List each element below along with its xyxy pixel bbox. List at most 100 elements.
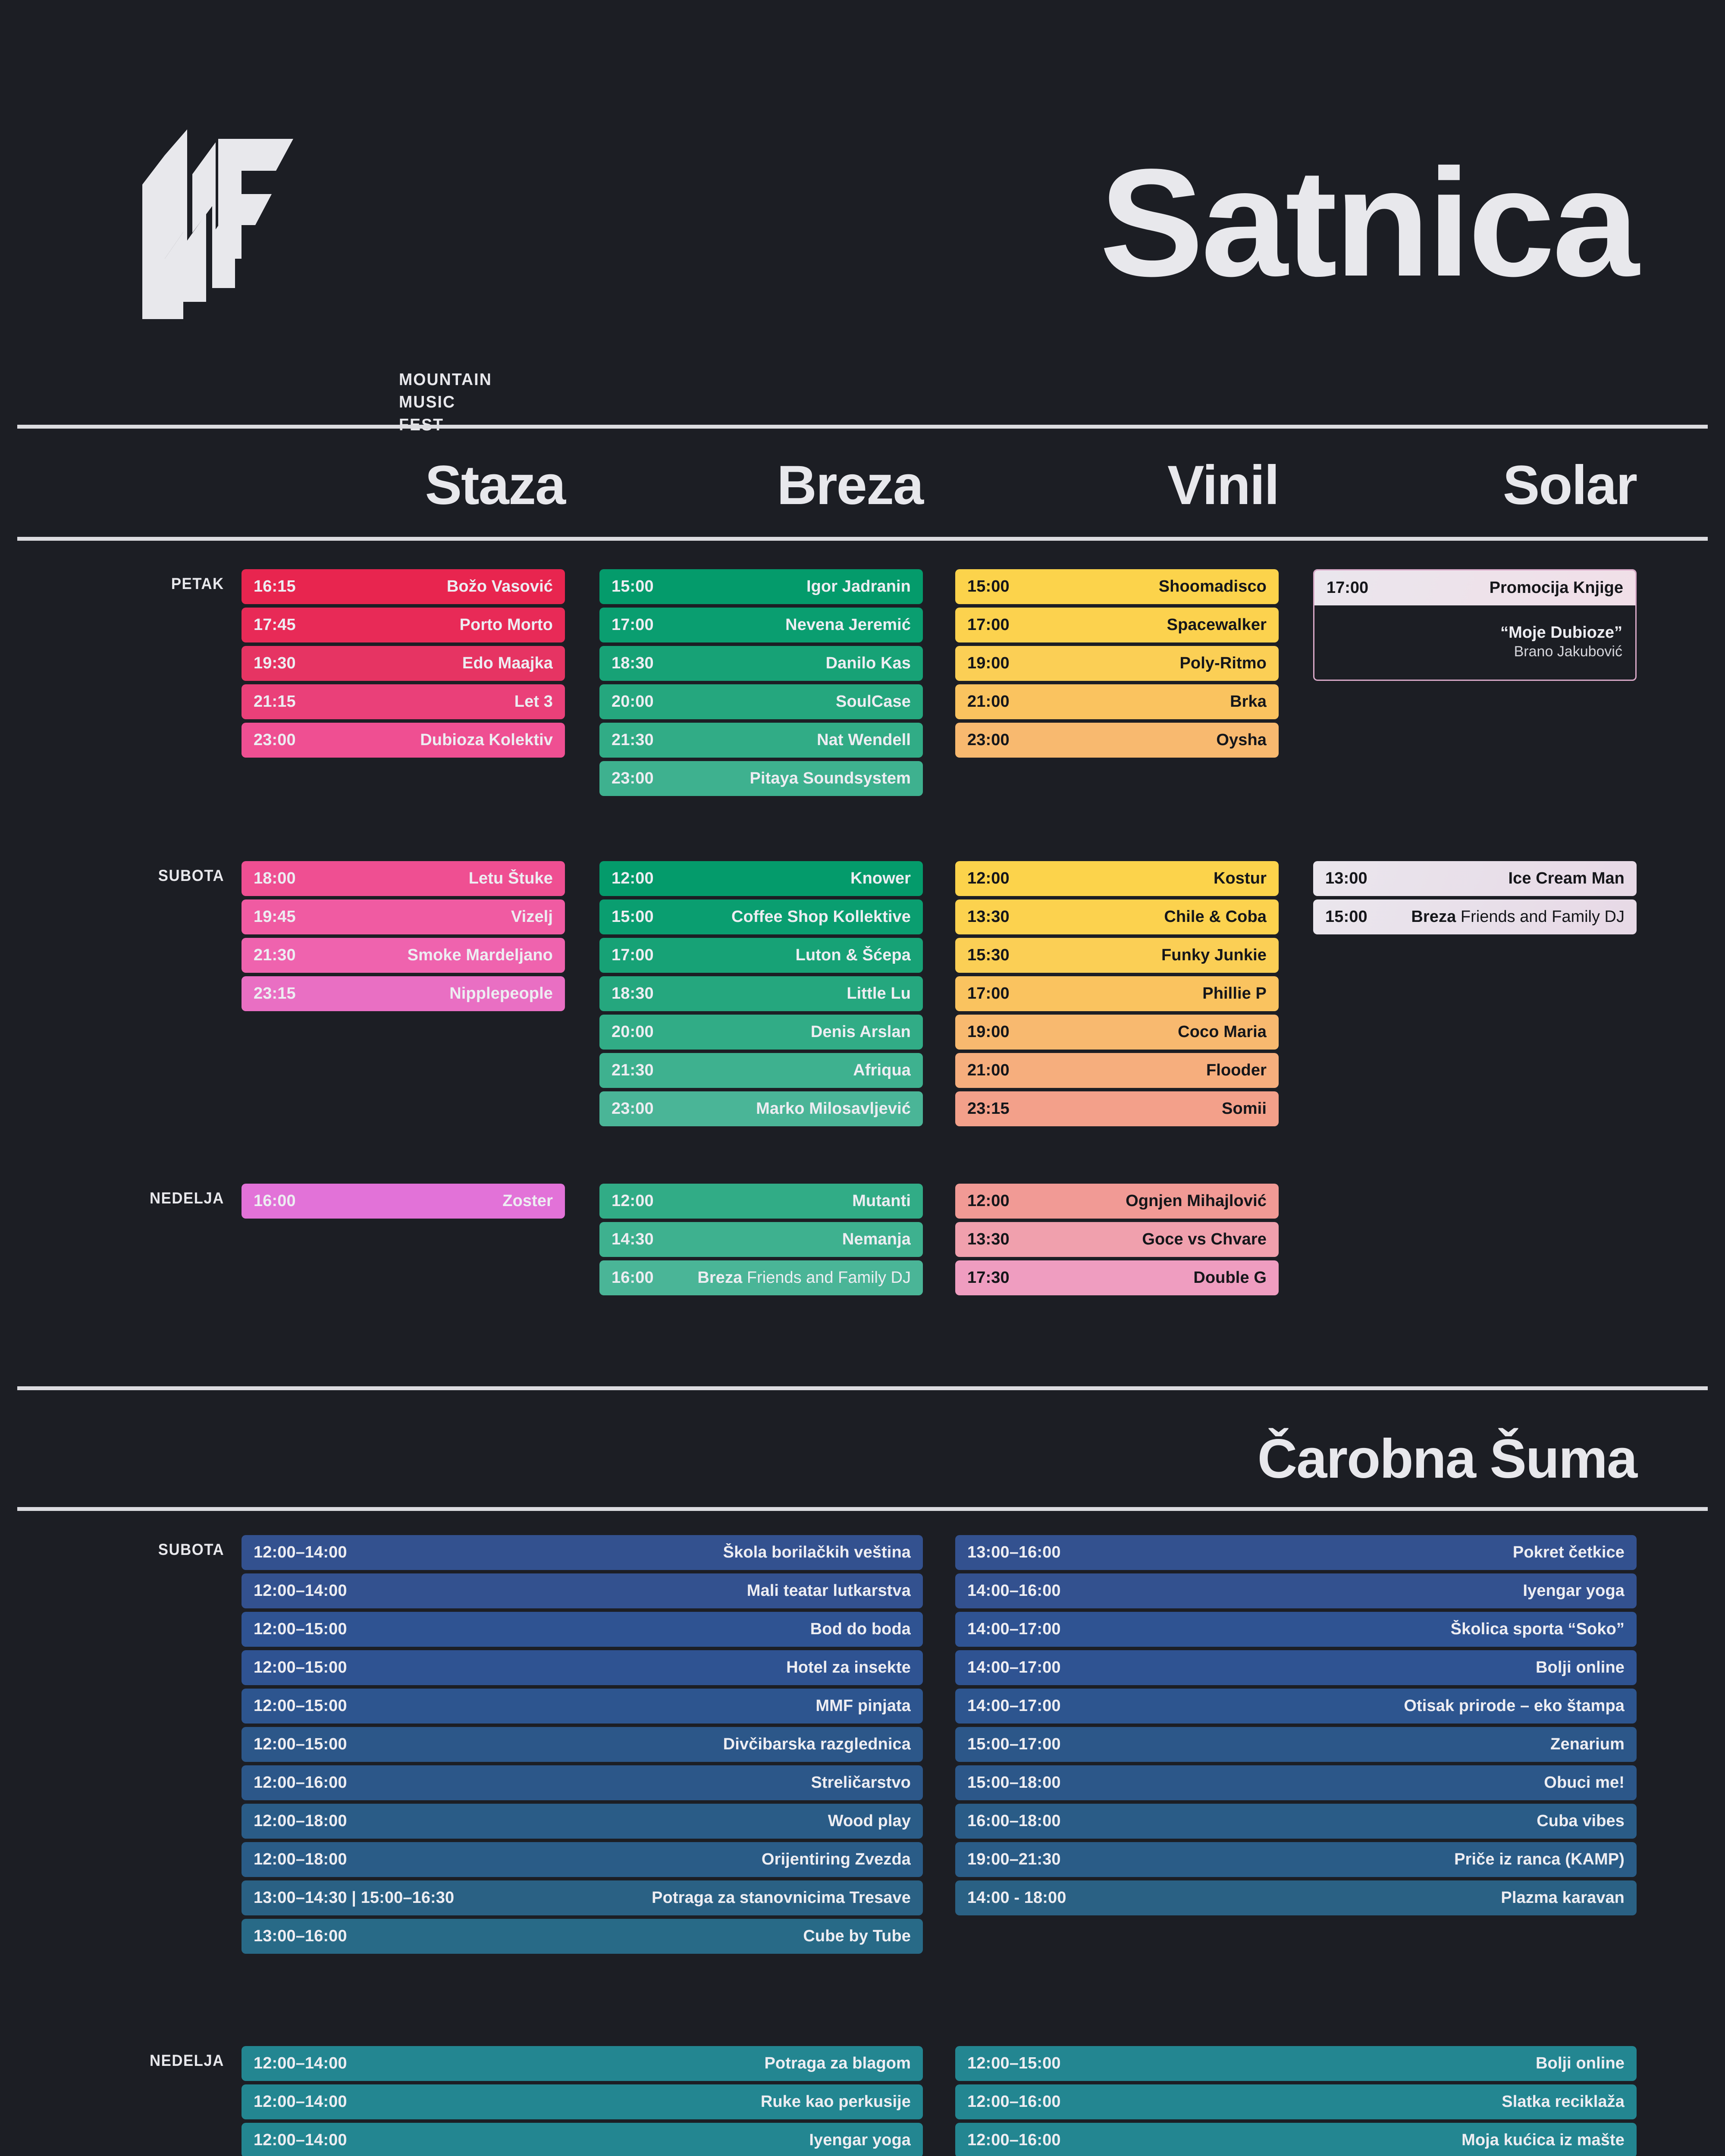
schedule-slot[interactable]: 12:00–14:00 Iyengar yoga	[242, 2123, 923, 2156]
schedule-slot[interactable]: 19:00 Coco Maria	[955, 1015, 1279, 1050]
slot-time: 17:30	[967, 1269, 1010, 1287]
slot-name: Igor Jadranin	[806, 577, 911, 595]
schedule-slot[interactable]: 21:00 Brka	[955, 684, 1279, 719]
schedule-slot[interactable]: 12:00–15:00 Bolji online	[955, 2046, 1637, 2081]
schedule-slot[interactable]: 16:00 Breza Friends and Family DJ	[599, 1260, 923, 1295]
schedule-slot[interactable]: 14:30 Nemanja	[599, 1222, 923, 1257]
solar-card-body: “Moje Dubioze” Brano Jakubović	[1314, 605, 1635, 676]
schedule-slot[interactable]: 12:00–14:00 Potraga za blagom	[242, 2046, 923, 2081]
slot-time: 14:00–16:00	[967, 1582, 1061, 1600]
schedule-slot[interactable]: 12:00–15:00 Bod do boda	[242, 1612, 923, 1647]
schedule-slot[interactable]: 12:00–15:00 MMF pinjata	[242, 1689, 923, 1724]
schedule-slot[interactable]: 14:00–17:00 Otisak prirode – eko štampa	[955, 1689, 1637, 1724]
schedule-slot[interactable]: 23:15 Somii	[955, 1091, 1279, 1126]
solar-book-promo-card[interactable]: 17:00 Promocija Knjige “Moje Dubioze” Brano…	[1313, 569, 1637, 681]
schedule-slot[interactable]: 12:00–16:00 Moja kućica iz mašte	[955, 2123, 1637, 2156]
schedule-slot[interactable]: 15:00 Breza Friends and Family DJ	[1313, 899, 1637, 934]
schedule-slot[interactable]: 19:00–21:30 Priče iz ranca (KAMP)	[955, 1842, 1637, 1877]
slot-name: Potraga za stanovnicima Tresave	[652, 1889, 911, 1907]
slot-time: 15:30	[967, 946, 1010, 964]
schedule-slot[interactable]: 21:30 Afriqua	[599, 1053, 923, 1088]
schedule-slot[interactable]: 18:00 Letu Štuke	[242, 861, 565, 896]
slot-time: 19:00	[967, 1023, 1010, 1041]
slot-name: Goce vs Chvare	[1142, 1230, 1267, 1248]
slot-time: 21:00	[967, 693, 1010, 711]
schedule-slot[interactable]: 12:00–14:00 Mali teatar lutkarstva	[242, 1573, 923, 1608]
schedule-slot[interactable]: 13:30 Chile & Coba	[955, 899, 1279, 934]
schedule-slot[interactable]: 14:00 - 18:00 Plazma karavan	[955, 1880, 1637, 1915]
schedule-slot[interactable]: 12:00 Mutanti	[599, 1184, 923, 1219]
slot-time: 15:00	[1325, 908, 1367, 926]
day-label-petak: PETAK	[171, 575, 224, 592]
slot-name: Priče iz ranca (KAMP)	[1454, 1850, 1625, 1868]
schedule-slot[interactable]: 12:00–14:00 Škola borilačkih veština	[242, 1535, 923, 1570]
slot-time: 17:00	[612, 616, 654, 634]
slot-name: Poly-Ritmo	[1179, 654, 1267, 672]
slot-name: Phillie P	[1202, 984, 1267, 1003]
slot-name: Nevena Jeremić	[785, 616, 911, 634]
schedule-slot[interactable]: 21:15 Let 3	[242, 684, 565, 719]
schedule-slot[interactable]: 19:45 Vizelj	[242, 899, 565, 934]
schedule-slot[interactable]: 17:00 Phillie P	[955, 976, 1279, 1011]
schedule-slot[interactable]: 17:45 Porto Morto	[242, 608, 565, 642]
schedule-slot[interactable]: 21:30 Smoke Mardeljano	[242, 938, 565, 973]
schedule-slot[interactable]: 23:00 Oysha	[955, 723, 1279, 758]
schedule-slot[interactable]: 15:00 Shoomadisco	[955, 569, 1279, 604]
schedule-slot[interactable]: 14:00–17:00 Bolji online	[955, 1650, 1637, 1685]
schedule-slot[interactable]: 12:00–16:00 Slatka reciklaža	[955, 2084, 1637, 2119]
schedule-slot[interactable]: 12:00–18:00 Orijentiring Zvezda	[242, 1842, 923, 1877]
schedule-slot[interactable]: 14:00–17:00 Školica sporta “Soko”	[955, 1612, 1637, 1647]
schedule-slot[interactable]: 17:30 Double G	[955, 1260, 1279, 1295]
schedule-slot[interactable]: 16:00 Zoster	[242, 1184, 565, 1219]
slot-name: Somii	[1222, 1100, 1267, 1118]
schedule-slot[interactable]: 21:30 Nat Wendell	[599, 723, 923, 758]
schedule-slot[interactable]: 23:00 Pitaya Soundsystem	[599, 761, 923, 796]
schedule-slot[interactable]: 12:00 Knower	[599, 861, 923, 896]
schedule-slot[interactable]: 15:30 Funky Junkie	[955, 938, 1279, 973]
schedule-slot[interactable]: 14:00–16:00 Iyengar yoga	[955, 1573, 1637, 1608]
slot-time: 12:00–15:00	[967, 2054, 1061, 2072]
schedule-slot[interactable]: 18:30 Little Lu	[599, 976, 923, 1011]
schedule-slot[interactable]: 19:00 Poly-Ritmo	[955, 646, 1279, 681]
schedule-slot[interactable]: 20:00 SoulCase	[599, 684, 923, 719]
schedule-slot[interactable]: 15:00–18:00 Obuci me!	[955, 1765, 1637, 1800]
schedule-slot[interactable]: 17:00 Spacewalker	[955, 608, 1279, 642]
schedule-slot[interactable]: 12:00 Ognjen Mihajlović	[955, 1184, 1279, 1219]
schedule-slot[interactable]: 13:00–16:00 Pokret četkice	[955, 1535, 1637, 1570]
slot-name: Cuba vibes	[1537, 1812, 1625, 1830]
schedule-slot[interactable]: 17:00 Nevena Jeremić	[599, 608, 923, 642]
schedule-slot[interactable]: 12:00 Kostur	[955, 861, 1279, 896]
slot-name: Bolji online	[1536, 1658, 1625, 1677]
schedule-slot[interactable]: 12:00–15:00 Divčibarska razglednica	[242, 1727, 923, 1762]
slot-time: 12:00–15:00	[254, 1620, 347, 1638]
slot-name: Bod do boda	[810, 1620, 911, 1638]
schedule-slot[interactable]: 16:15 Božo Vasović	[242, 569, 565, 604]
schedule-slot[interactable]: 19:30 Edo Maajka	[242, 646, 565, 681]
schedule-slot[interactable]: 15:00–17:00 Zenarium	[955, 1727, 1637, 1762]
schedule-slot[interactable]: 13:30 Goce vs Chvare	[955, 1222, 1279, 1257]
schedule-slot[interactable]: 21:00 Flooder	[955, 1053, 1279, 1088]
slot-name: Funky Junkie	[1161, 946, 1267, 964]
slot-name: Obuci me!	[1544, 1774, 1625, 1792]
schedule-slot[interactable]: 17:00 Luton & Šćepa	[599, 938, 923, 973]
schedule-slot[interactable]: 15:00 Coffee Shop Kollektive	[599, 899, 923, 934]
schedule-slot[interactable]: 12:00–15:00 Hotel za insekte	[242, 1650, 923, 1685]
schedule-slot[interactable]: 13:00 Ice Cream Man	[1313, 861, 1637, 896]
schedule-slot[interactable]: 18:30 Danilo Kas	[599, 646, 923, 681]
schedule-slot[interactable]: 23:00 Marko Milosavljević	[599, 1091, 923, 1126]
schedule-slot[interactable]: 13:00–16:00 Cube by Tube	[242, 1919, 923, 1954]
schedule-slot[interactable]: 16:00–18:00 Cuba vibes	[955, 1804, 1637, 1839]
slot-name: Coffee Shop Kollektive	[731, 908, 911, 926]
schedule-slot[interactable]: 23:00 Dubioza Kolektiv	[242, 723, 565, 758]
schedule-slot[interactable]: 20:00 Denis Arslan	[599, 1015, 923, 1050]
schedule-slot[interactable]: 12:00–14:00 Ruke kao perkusije	[242, 2084, 923, 2119]
schedule-slot[interactable]: 12:00–18:00 Wood play	[242, 1804, 923, 1839]
schedule-slot[interactable]: 23:15 Nipplepeople	[242, 976, 565, 1011]
schedule-slot[interactable]: 12:00–16:00 Streličarstvo	[242, 1765, 923, 1800]
slot-name: Pokret četkice	[1512, 1543, 1625, 1561]
slot-time: 12:00–14:00	[254, 2131, 347, 2149]
schedule-slot[interactable]: 13:00–14:30 | 15:00–16:30 Potraga za stan…	[242, 1880, 923, 1915]
slot-name: Promocija Knjige	[1489, 579, 1623, 597]
schedule-slot[interactable]: 15:00 Igor Jadranin	[599, 569, 923, 604]
